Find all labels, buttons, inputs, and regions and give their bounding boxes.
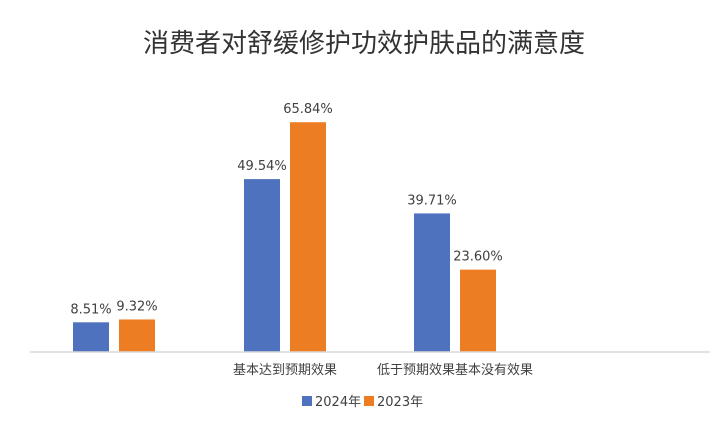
bar-series2-cat3: [460, 269, 496, 352]
data-label: 9.32%: [116, 299, 157, 314]
bar-series2-cat1: [119, 319, 155, 352]
category-label: 低于预期效果基本没有效果: [377, 363, 533, 378]
bars-layer: [73, 122, 496, 352]
category-label: 基本达到预期效果: [233, 363, 337, 378]
legend: 2024年 2023年: [302, 395, 423, 410]
category-labels-layer: 基本达到预期效果 低于预期效果基本没有效果: [233, 363, 533, 378]
bar-series1-cat2: [244, 179, 280, 352]
data-label: 8.51%: [70, 302, 111, 317]
bar-series1-cat1: [73, 322, 109, 352]
legend-swatch: [364, 396, 374, 406]
chart-title: 消费者对舒缓修护功效护肤品的满意度: [143, 29, 585, 59]
legend-swatch: [302, 396, 312, 406]
bar-series1-cat3: [414, 213, 450, 352]
data-label: 49.54%: [237, 159, 287, 174]
legend-label: 2023年: [377, 395, 423, 410]
data-label: 23.60%: [453, 250, 503, 265]
bar-series2-cat2: [290, 122, 326, 352]
data-label: 65.84%: [283, 102, 333, 117]
value-labels-layer: 8.51% 9.32% 49.54% 65.84% 39.71% 23.60%: [70, 102, 502, 317]
legend-label: 2024年: [315, 395, 361, 410]
data-label: 39.71%: [407, 193, 457, 208]
